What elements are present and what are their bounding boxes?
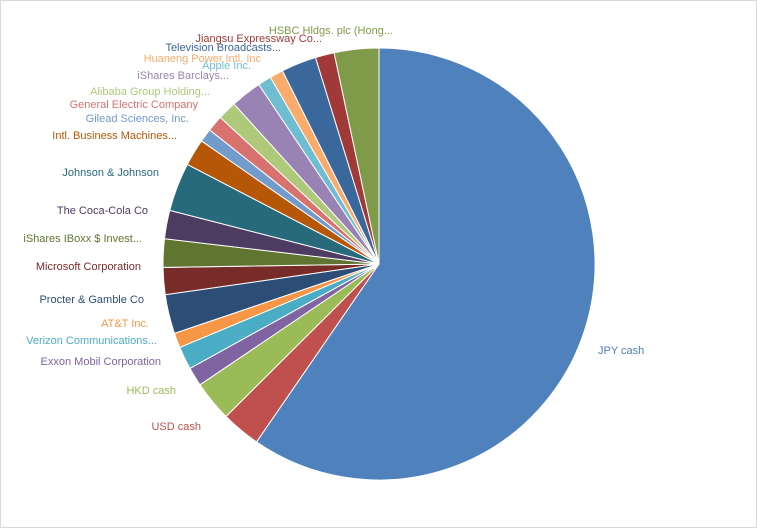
slice-label: JPY cash <box>598 345 644 357</box>
slice-label: Johnson & Johnson <box>62 167 159 179</box>
slice-label: Verizon Communications... <box>26 335 157 347</box>
slice-label: General Electric Company <box>70 99 199 111</box>
slice-label: Apple Inc. <box>202 60 251 72</box>
slice-label: Procter & Gamble Co <box>39 294 144 306</box>
slice-label: Microsoft Corporation <box>36 261 141 273</box>
slice-label: AT&T Inc. <box>101 318 149 330</box>
slice-label: Gilead Sciences, Inc. <box>86 113 189 125</box>
slice-label: The Coca-Cola Co <box>57 205 148 217</box>
slice-label: iShares IBoxx $ Invest... <box>23 233 142 245</box>
slice-label: Huaneng Power Intl. Inc <box>144 53 262 65</box>
slice-label: Intl. Business Machines... <box>52 130 177 142</box>
pie-slices <box>162 47 596 481</box>
slice-label: Exxon Mobil Corporation <box>41 356 161 368</box>
slice-label: USD cash <box>151 421 201 433</box>
slice-label: Jiangsu Expressway Co... <box>195 33 322 45</box>
slice-label: Television Broadcasts... <box>165 42 281 54</box>
slice-label: iShares Barclays... <box>137 70 229 82</box>
slice-label: Alibaba Group Holding... <box>90 86 210 98</box>
slice-label: HKD cash <box>126 385 176 397</box>
pie-slice <box>333 47 380 265</box>
pie-slice <box>255 47 596 481</box>
slice-label: HSBC Hldgs. plc (Hong... <box>269 25 393 37</box>
pie-labels: JPY cash USD cash HKD cash Exxon Mobil Corp… <box>23 25 644 433</box>
